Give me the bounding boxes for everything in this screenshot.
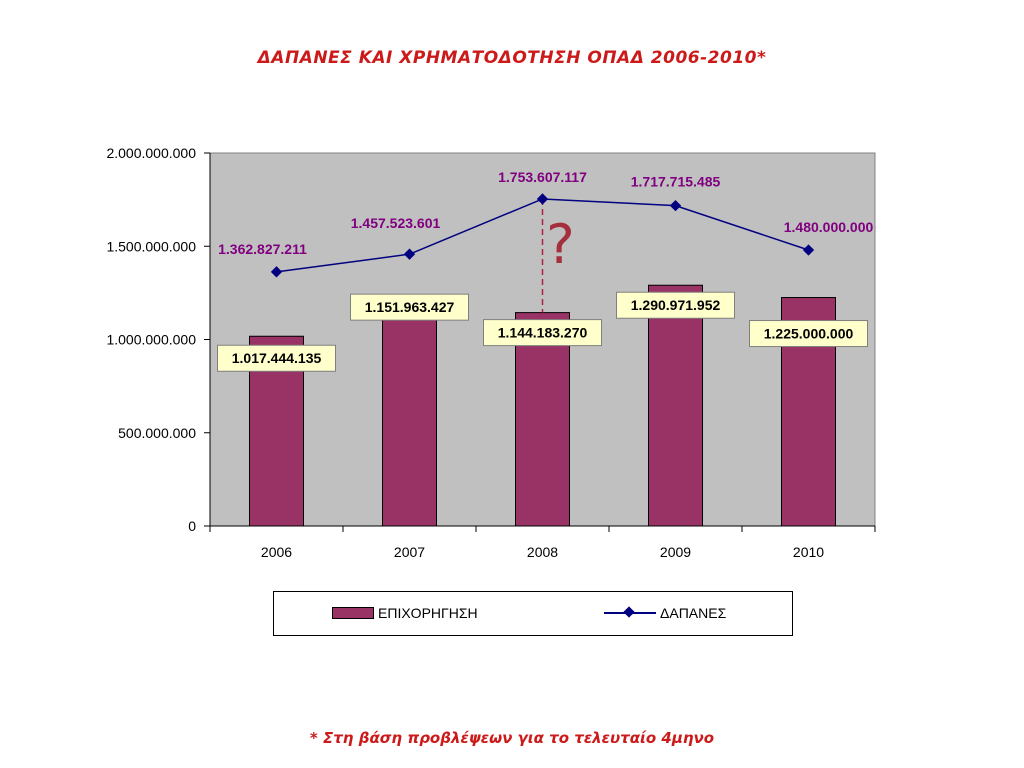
line-marker <box>802 244 815 256</box>
x-tick-label: 2007 <box>394 544 425 560</box>
y-tick-label: 1.500.000.000 <box>106 238 196 254</box>
line-marker <box>536 193 549 205</box>
line-marker <box>270 266 283 278</box>
y-tick-label: 500.000.000 <box>118 425 196 441</box>
chart-plot: 0 500.000.000 1.000.000.000 1.500.000.000 2.… <box>106 145 876 560</box>
y-tick-label: 0 <box>188 518 196 534</box>
y-tick-label: 1.000.000.000 <box>106 332 196 348</box>
legend-bar-label: ΕΠΙΧΟΡΗΓΗΣΗ <box>378 605 478 621</box>
legend-bar-swatch <box>332 607 374 619</box>
chart-legend: ΕΠΙΧΟΡΗΓΗΣΗ ΔΑΠΑΝΕΣ <box>273 591 793 636</box>
footnote: * Στη βάση προβλέψεων για το τελευταίο 4… <box>309 729 715 747</box>
x-tick-label: 2009 <box>660 544 691 560</box>
bar <box>515 312 570 527</box>
line-data-label: 1.480.000.000 <box>784 219 874 235</box>
line-data-label: 1.717.715.485 <box>631 174 721 190</box>
x-tick-label: 2010 <box>793 544 824 560</box>
x-tick-label: 2006 <box>261 544 292 560</box>
line-data-label: 1.753.607.117 <box>498 169 587 185</box>
legend-line-label: ΔΑΠΑΝΕΣ <box>660 605 727 621</box>
line-data-label: 1.457.523.601 <box>351 215 441 231</box>
bar-data-label: 1.144.183.270 <box>498 325 588 341</box>
bar-data-label: 1.151.963.427 <box>365 299 455 315</box>
bar-data-label: 1.017.444.135 <box>232 350 322 366</box>
bar-data-label-box <box>616 291 735 319</box>
bar-data-label-box <box>749 320 868 348</box>
bar <box>648 284 703 527</box>
bar-data-label-box <box>483 319 602 347</box>
chart-title: ΔΑΠΑΝΕΣ ΚΑΙ ΧΡΗΜΑΤΟΔΟΤΗΣΗ ΟΠΑΔ 2006-2010… <box>257 48 767 68</box>
bar <box>382 310 437 527</box>
legend-line-swatch <box>604 606 656 619</box>
line-marker <box>669 199 682 212</box>
bar-data-label: 1.290.971.952 <box>631 297 721 313</box>
bar-data-label: 1.225.000.000 <box>764 326 854 342</box>
y-tick-label: 2.000.000.000 <box>106 145 196 161</box>
bar-data-label-box <box>350 293 469 321</box>
bar-data-label-box <box>217 344 336 372</box>
x-tick-label: 2008 <box>527 544 558 560</box>
legend-item-bar: ΕΠΙΧΟΡΗΓΗΣΗ <box>332 605 478 621</box>
legend-item-line: ΔΑΠΑΝΕΣ <box>604 605 726 621</box>
annotation-question-mark: ? <box>546 213 575 276</box>
line-marker <box>403 248 416 260</box>
line-data-label: 1.362.827.211 <box>218 241 307 257</box>
